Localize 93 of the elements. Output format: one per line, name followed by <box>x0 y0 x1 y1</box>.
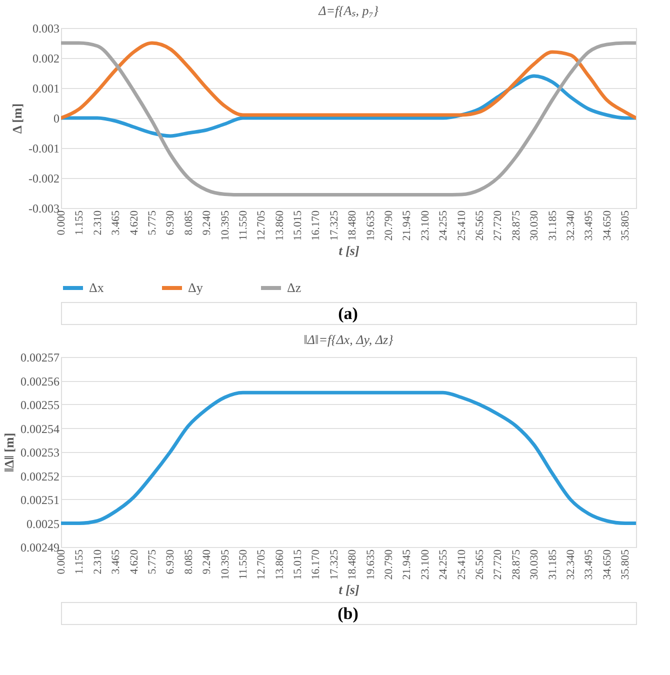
legend-label: Δy <box>188 280 204 295</box>
x-tick-label: 16.170 <box>310 549 322 580</box>
x-tick-label: 27.720 <box>492 549 504 580</box>
chart-title: Δ=f{Aₛ, p₇} <box>318 3 380 18</box>
y-tick-label: 0.0025 <box>26 516 60 531</box>
y-tick-label: 0.00254 <box>20 422 60 436</box>
line-series <box>61 41 636 120</box>
x-tick-label: 4.620 <box>128 549 140 574</box>
x-axis-title: t [s] <box>338 582 360 597</box>
x-tick-label: 9.240 <box>201 549 214 574</box>
x-tick-label: 19.635 <box>364 210 377 241</box>
x-tick-label: 20.790 <box>383 210 396 241</box>
x-tick-label: 2.310 <box>92 210 104 236</box>
x-tick-label: 18.480 <box>346 549 359 580</box>
x-tick-label: 0.000 <box>56 549 68 574</box>
x-tick-label: 2.310 <box>92 549 104 574</box>
x-axis-title: t [s] <box>338 242 360 258</box>
x-tick-label: 15.015 <box>292 210 304 241</box>
x-tick-label: 30.030 <box>528 210 541 241</box>
x-tick-label: 8.085 <box>182 210 195 236</box>
x-tick-label: 1.155 <box>74 210 86 236</box>
x-tick-label: 11.550 <box>237 549 250 580</box>
x-tick-label: 4.620 <box>128 210 140 236</box>
x-tick-label: 0.000 <box>56 210 68 236</box>
y-tick-label: 0.001 <box>32 82 60 96</box>
x-tick-label: 3.465 <box>110 549 122 574</box>
x-tick-label: 17.325 <box>328 210 340 241</box>
y-tick-label: 0.003 <box>32 22 60 36</box>
x-tick-label: 15.015 <box>292 549 304 580</box>
x-tick-label: 20.790 <box>383 549 396 580</box>
x-tick-label: 35.805 <box>620 210 632 241</box>
x-tick-label: 33.495 <box>583 210 596 241</box>
x-tick-label: 25.410 <box>456 210 468 241</box>
x-tick-label: 35.805 <box>620 549 632 580</box>
x-tick-label: 19.635 <box>364 549 377 580</box>
y-tick-label: 0.00256 <box>20 374 60 388</box>
x-tick-label: 1.155 <box>74 549 86 574</box>
x-tick-label: 3.465 <box>110 210 122 236</box>
line-series <box>61 41 636 197</box>
x-tick-label: 21.945 <box>401 210 414 241</box>
chart-title: ‖Δ‖=f{Δx, Δy, Δz} <box>304 332 394 347</box>
x-tick-label: 26.565 <box>474 210 486 241</box>
y-tick-label: 0.00252 <box>20 469 60 484</box>
x-tick-label: 12.705 <box>256 210 268 241</box>
x-tick-label: 9.240 <box>201 210 214 236</box>
x-tick-label: 11.550 <box>237 210 250 240</box>
x-tick-label: 31.185 <box>546 210 559 241</box>
line-series <box>61 74 636 138</box>
y-tick-label: 0.00255 <box>20 398 60 412</box>
x-tick-label: 18.480 <box>346 210 359 241</box>
x-tick-label: 23.100 <box>419 210 432 241</box>
legend-label: Δx <box>89 280 104 295</box>
x-tick-label: 32.340 <box>564 210 577 241</box>
y-tick-label: 0.00251 <box>20 493 60 507</box>
x-tick-label: 34.650 <box>601 210 614 241</box>
x-tick-label: 34.650 <box>601 549 614 580</box>
legend-label: Δz <box>287 280 302 295</box>
x-tick-label: 24.255 <box>438 210 450 241</box>
x-tick-label: 8.085 <box>182 549 195 574</box>
x-tick-label: 26.565 <box>474 549 486 580</box>
y-tick-label: -0.002 <box>28 172 60 186</box>
y-axis-title: Δ [m] <box>10 103 25 134</box>
x-tick-label: 28.875 <box>510 210 522 241</box>
x-tick-label: 13.860 <box>274 549 286 580</box>
x-tick-label: 13.860 <box>274 210 286 241</box>
x-tick-label: 10.395 <box>219 210 232 241</box>
x-tick-label: 33.495 <box>583 549 596 580</box>
x-tick-label: 17.325 <box>328 549 340 580</box>
x-tick-label: 10.395 <box>219 549 232 580</box>
x-tick-label: 5.775 <box>146 210 158 236</box>
x-tick-label: 21.945 <box>401 549 414 580</box>
x-tick-label: 28.875 <box>510 549 522 580</box>
x-tick-label: 24.255 <box>438 549 450 580</box>
x-tick-label: 23.100 <box>419 549 432 580</box>
y-tick-label: 0.00253 <box>20 446 60 460</box>
x-tick-label: 6.930 <box>164 549 177 574</box>
x-tick-label: 30.030 <box>528 549 541 580</box>
y-tick-label: 0.002 <box>32 52 60 66</box>
x-tick-label: 31.185 <box>546 549 559 580</box>
line-series <box>61 390 636 525</box>
y-tick-label: 0 <box>54 112 60 126</box>
text: (b) <box>338 604 358 623</box>
x-tick-label: 32.340 <box>564 549 577 580</box>
y-tick-label: 0.00257 <box>20 350 60 364</box>
y-tick-label: -0.001 <box>28 142 60 156</box>
x-tick-label: 5.775 <box>146 549 158 574</box>
x-tick-label: 25.410 <box>456 549 468 580</box>
x-tick-label: 16.170 <box>310 210 322 241</box>
x-tick-label: 27.720 <box>492 210 504 241</box>
text: (a) <box>338 304 358 323</box>
x-tick-label: 6.930 <box>164 210 177 236</box>
y-axis-title: ‖Δ‖ [m] <box>2 432 16 472</box>
x-tick-label: 12.705 <box>256 549 268 580</box>
